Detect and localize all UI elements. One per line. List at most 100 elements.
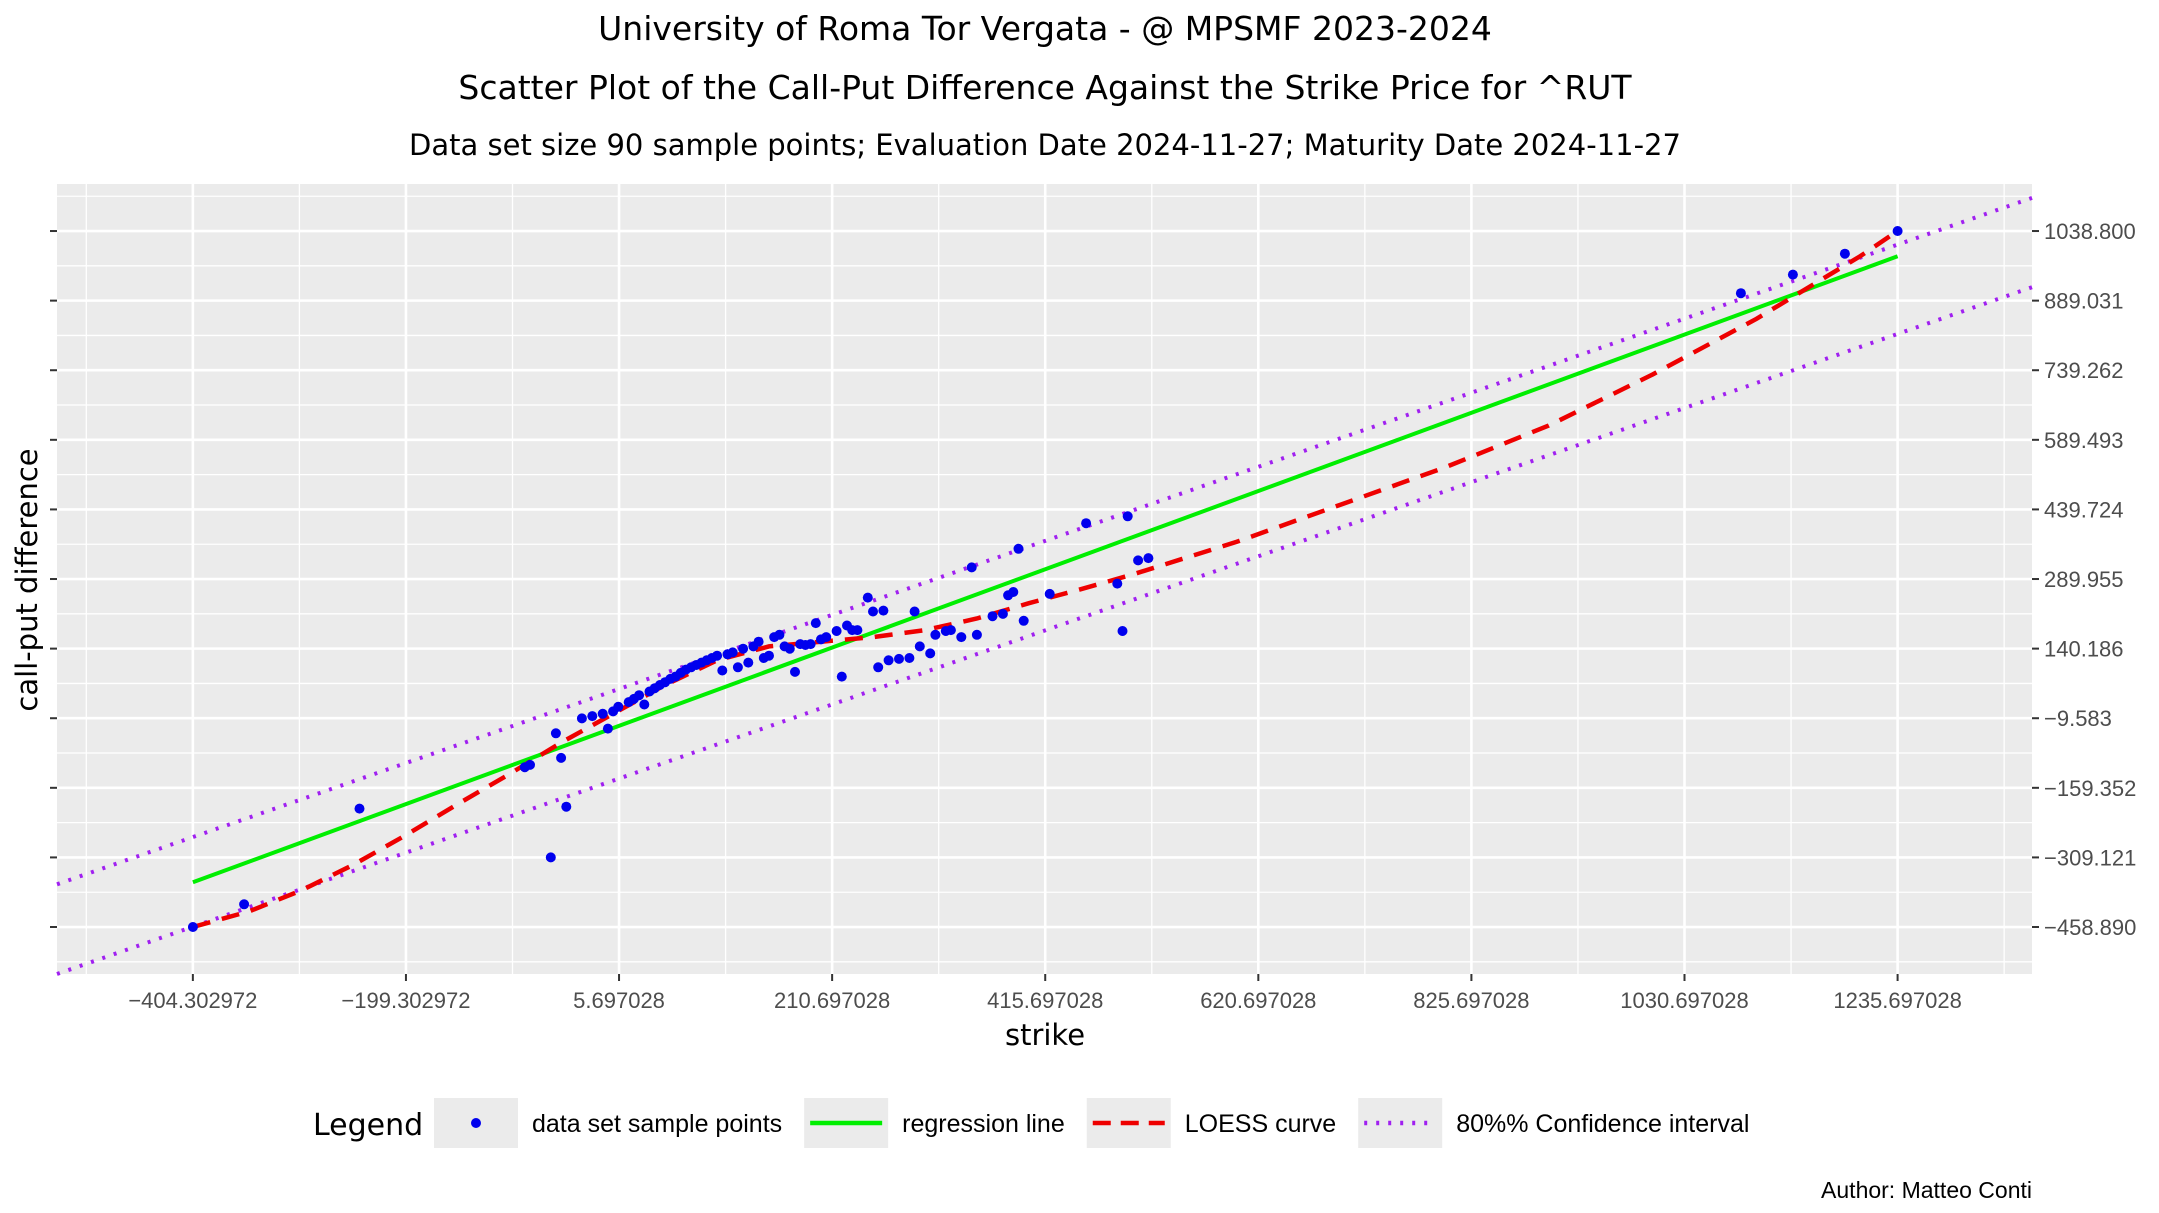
data-point — [956, 632, 967, 643]
data-point — [587, 711, 598, 722]
data-point — [1044, 588, 1055, 599]
data-point — [971, 629, 982, 640]
data-point — [576, 713, 587, 724]
data-point — [914, 641, 925, 652]
x-tick-label: −404.302972 — [128, 988, 257, 1013]
data-point — [997, 608, 1008, 619]
sample-points — [187, 226, 1903, 932]
legend-label: regression line — [902, 1110, 1065, 1138]
x-axis-ticks: −404.302972 −199.302972 5.697028 210.697028… — [128, 974, 1962, 1013]
x-tick-label: 1030.697028 — [1620, 988, 1748, 1013]
data-point — [239, 899, 250, 910]
data-point — [1133, 555, 1144, 566]
data-point — [1081, 518, 1092, 529]
x-tick-label: 1235.697028 — [1833, 988, 1961, 1013]
data-point — [1112, 578, 1123, 589]
legend-title: Legend — [313, 1108, 423, 1143]
data-point — [883, 655, 894, 666]
y-tick-label: 1038.800 — [2044, 219, 2136, 244]
author-caption: Author: Matteo Conti — [1821, 1177, 2032, 1203]
legend-label: LOESS curve — [1185, 1110, 1336, 1138]
x-tick-label: 5.697028 — [573, 988, 665, 1013]
legend-label: data set sample points — [532, 1110, 782, 1138]
x-axis-title: strike — [1005, 1018, 1085, 1052]
x-tick-label: 825.697028 — [1413, 988, 1529, 1013]
legend-label: 80%% Confidence interval — [1456, 1110, 1749, 1138]
data-point — [1122, 511, 1133, 522]
y-tick-label: −159.352 — [2044, 776, 2136, 801]
data-point — [354, 803, 365, 814]
data-point — [810, 618, 821, 629]
chart-title: University of Roma Tor Vergata - @ MPSMF… — [598, 9, 1492, 48]
data-point — [852, 625, 863, 636]
data-point — [1117, 626, 1128, 636]
confidence-lower-line — [56, 285, 2033, 976]
data-point — [602, 723, 613, 734]
data-point — [738, 643, 749, 654]
confidence-interval-lines — [56, 196, 2033, 976]
data-point — [1839, 248, 1850, 259]
data-point — [634, 690, 645, 701]
regression-line — [192, 254, 1899, 885]
data-point — [873, 662, 884, 673]
data-point — [805, 639, 816, 650]
data-point — [550, 728, 561, 739]
y-tick-label: 889.031 — [2044, 289, 2124, 314]
data-point — [1008, 587, 1019, 597]
legend: Legend data set sample points regression … — [313, 1098, 1749, 1148]
data-point — [966, 562, 977, 573]
data-point — [862, 592, 873, 603]
regression-line-group — [192, 254, 1899, 885]
data-point — [764, 650, 774, 661]
y-tick-label: −458.890 — [2044, 915, 2136, 940]
data-point — [821, 632, 832, 643]
y-axis-ticks: −458.890 −309.121 −159.352 −9.583 140.186 289… — [2032, 219, 2136, 940]
data-point — [597, 708, 608, 719]
loess-curve-group — [192, 229, 1899, 930]
data-point — [1735, 288, 1746, 299]
data-point — [909, 606, 920, 617]
data-point — [894, 653, 904, 664]
y-tick-label: −9.583 — [2044, 706, 2112, 731]
data-point — [925, 648, 936, 659]
x-tick-label: −199.302972 — [341, 988, 470, 1013]
y-tick-label: −309.121 — [2044, 845, 2136, 870]
left-axis-ticks — [50, 230, 57, 929]
data-point — [613, 701, 624, 712]
data-point — [712, 650, 723, 661]
data-point — [1143, 553, 1154, 564]
data-point — [743, 657, 754, 668]
x-tick-label: 210.697028 — [774, 988, 890, 1013]
data-point — [790, 666, 800, 677]
y-tick-label: 289.955 — [2044, 567, 2124, 592]
data-point — [525, 759, 535, 770]
y-axis-title: call-put difference — [10, 448, 44, 711]
data-point — [187, 922, 198, 932]
data-point — [1892, 226, 1903, 236]
y-tick-label: 140.186 — [2044, 637, 2124, 662]
y-tick-label: 589.493 — [2044, 428, 2124, 453]
x-tick-label: 415.697028 — [987, 988, 1103, 1013]
data-point — [1787, 269, 1798, 280]
data-point — [904, 653, 915, 663]
chart-subtitle: Scatter Plot of the Call-Put Difference … — [458, 68, 1632, 107]
y-tick-label: 439.724 — [2044, 497, 2124, 522]
data-point — [1013, 543, 1024, 554]
data-point — [732, 662, 743, 673]
data-point — [945, 625, 956, 636]
chart-subtitle-details: Data set size 90 sample points; Evaluati… — [409, 128, 1681, 162]
data-point — [727, 647, 738, 658]
data-point — [784, 643, 795, 654]
data-point — [717, 665, 728, 676]
data-point — [868, 606, 878, 617]
x-tick-label: 620.697028 — [1200, 988, 1316, 1013]
data-point — [930, 629, 941, 640]
data-point — [753, 636, 764, 647]
data-point — [545, 852, 556, 863]
data-point — [774, 629, 785, 640]
data-point — [831, 626, 842, 636]
data-point — [987, 611, 998, 622]
data-point — [556, 752, 567, 763]
data-point — [836, 671, 847, 682]
